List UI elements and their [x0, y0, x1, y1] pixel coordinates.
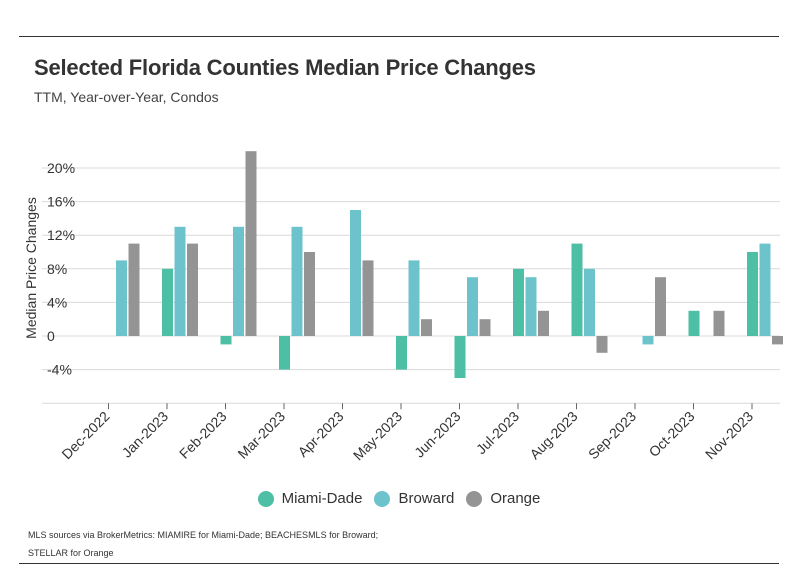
bar-broward-dec-2022 [116, 260, 127, 336]
bar-miami-dade-jun-2023 [454, 336, 466, 378]
bar-orange-mar-2023 [304, 252, 315, 336]
bar-orange-jun-2023 [479, 319, 491, 336]
legend-label-broward: Broward [398, 490, 455, 507]
bar-miami-dade-mar-2023 [279, 336, 290, 370]
legend-swatch-miami-dade [257, 490, 274, 507]
legend-label-orange: Orange [490, 490, 541, 507]
bar-miami-dade-jan-2023 [162, 268, 173, 336]
y-tick-label: 8% [47, 261, 67, 277]
bar-orange-jan-2023 [187, 243, 198, 336]
bar-orange-sep-2023 [655, 277, 666, 336]
top-rule [19, 36, 779, 37]
bar-orange-may-2023 [421, 319, 432, 336]
y-tick-label: 12% [47, 227, 75, 243]
bar-miami-dade-oct-2023 [688, 310, 700, 336]
y-tick-label: 4% [47, 294, 67, 310]
bar-broward-sep-2023 [642, 336, 654, 345]
x-tick-label: Jun-2023 [411, 408, 464, 461]
source-note-line-1: MLS sources via BrokerMetrics: MIAMIRE f… [28, 530, 379, 540]
x-tick-label: Jul-2023 [473, 408, 522, 457]
x-tick-label: Aug-2023 [526, 408, 580, 462]
legend: Miami-Dade Broward Orange [0, 490, 798, 507]
bar-orange-oct-2023 [713, 310, 725, 336]
legend-label-miami-dade: Miami-Dade [281, 490, 363, 507]
bottom-rule [19, 563, 779, 564]
bar-broward-nov-2023 [759, 243, 771, 336]
y-tick-label: 16% [47, 194, 75, 210]
bar-broward-apr-2023 [350, 210, 361, 336]
y-tick-label: 0 [47, 328, 55, 344]
bar-miami-dade-may-2023 [396, 336, 407, 370]
bar-miami-dade-nov-2023 [747, 252, 758, 336]
bar-orange-dec-2022 [128, 243, 140, 336]
bar-miami-dade-aug-2023 [571, 243, 583, 336]
bar-broward-feb-2023 [233, 226, 244, 336]
bar-orange-jul-2023 [538, 310, 549, 336]
bar-broward-jun-2023 [467, 277, 478, 336]
x-tick-label: Dec-2022 [58, 408, 112, 462]
legend-item-broward[interactable]: Broward [374, 490, 454, 507]
bar-broward-jan-2023 [174, 226, 186, 336]
legend-swatch-orange [466, 490, 483, 507]
bar-broward-jul-2023 [525, 277, 537, 336]
chart-title: Selected Florida Counties Median Price C… [34, 55, 536, 80]
bar-orange-aug-2023 [596, 336, 608, 353]
x-tick-label: Nov-2023 [702, 408, 756, 462]
x-tick-label: Apr-2023 [295, 408, 347, 460]
bar-broward-aug-2023 [584, 268, 595, 336]
source-note-line-2: STELLAR for Orange [28, 548, 114, 558]
bar-broward-mar-2023 [291, 226, 303, 336]
bar-chart: -4% 0 4% 8% 12% 16% 20% Median Price Changes Dec… [23, 151, 783, 463]
legend-swatch-broward [374, 490, 391, 507]
bar-orange-feb-2023 [245, 151, 257, 336]
bar-miami-dade-feb-2023 [220, 336, 232, 345]
x-tick-label: Feb-2023 [176, 408, 230, 462]
legend-item-orange[interactable]: Orange [466, 490, 540, 507]
bar-orange-nov-2023 [772, 336, 783, 345]
y-tick-label: 20% [47, 160, 75, 176]
x-tick-label: Sep-2023 [585, 408, 639, 462]
y-tick-label: -4% [47, 362, 72, 378]
y-axis-label: Median Price Changes [23, 197, 39, 339]
bar-broward-may-2023 [408, 260, 420, 336]
x-tick-label: Mar-2023 [234, 408, 288, 462]
legend-item-miami-dade[interactable]: Miami-Dade [257, 490, 363, 507]
x-tick-label: May-2023 [350, 408, 405, 463]
x-tick-label: Jan-2023 [119, 408, 172, 461]
bar-miami-dade-jul-2023 [513, 268, 524, 336]
x-tick-label: Oct-2023 [646, 408, 698, 460]
bar-orange-apr-2023 [362, 260, 374, 336]
chart-subtitle: TTM, Year-over-Year, Condos [34, 89, 219, 105]
